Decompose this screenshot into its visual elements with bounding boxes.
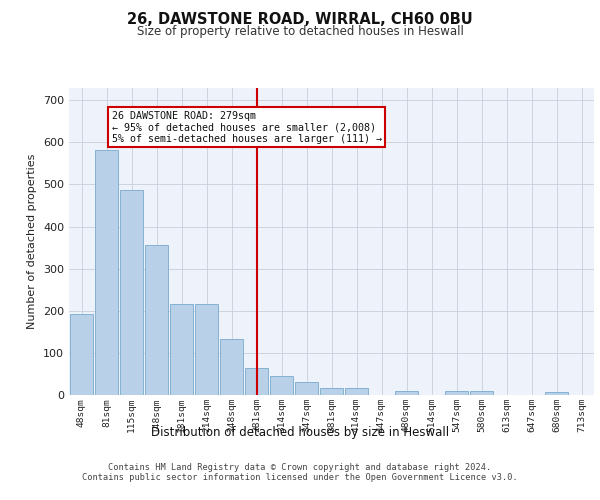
Bar: [269, 376, 293, 395]
Bar: [545, 392, 568, 395]
Bar: [220, 340, 244, 395]
Text: Distribution of detached houses by size in Heswall: Distribution of detached houses by size …: [151, 426, 449, 439]
Bar: [70, 314, 94, 395]
Bar: [194, 304, 218, 395]
Y-axis label: Number of detached properties: Number of detached properties: [28, 154, 37, 329]
Bar: [344, 388, 368, 395]
Bar: [119, 190, 143, 395]
Bar: [320, 388, 343, 395]
Bar: [395, 391, 418, 395]
Bar: [170, 304, 193, 395]
Text: 26, DAWSTONE ROAD, WIRRAL, CH60 0BU: 26, DAWSTONE ROAD, WIRRAL, CH60 0BU: [127, 12, 473, 28]
Bar: [470, 391, 493, 395]
Text: 26 DAWSTONE ROAD: 279sqm
← 95% of detached houses are smaller (2,008)
5% of semi: 26 DAWSTONE ROAD: 279sqm ← 95% of detach…: [112, 110, 382, 144]
Bar: [245, 368, 268, 395]
Bar: [295, 382, 319, 395]
Text: Contains HM Land Registry data © Crown copyright and database right 2024.
Contai: Contains HM Land Registry data © Crown c…: [82, 462, 518, 482]
Bar: [445, 391, 469, 395]
Bar: [145, 245, 169, 395]
Bar: [95, 150, 118, 395]
Text: Size of property relative to detached houses in Heswall: Size of property relative to detached ho…: [137, 25, 463, 38]
